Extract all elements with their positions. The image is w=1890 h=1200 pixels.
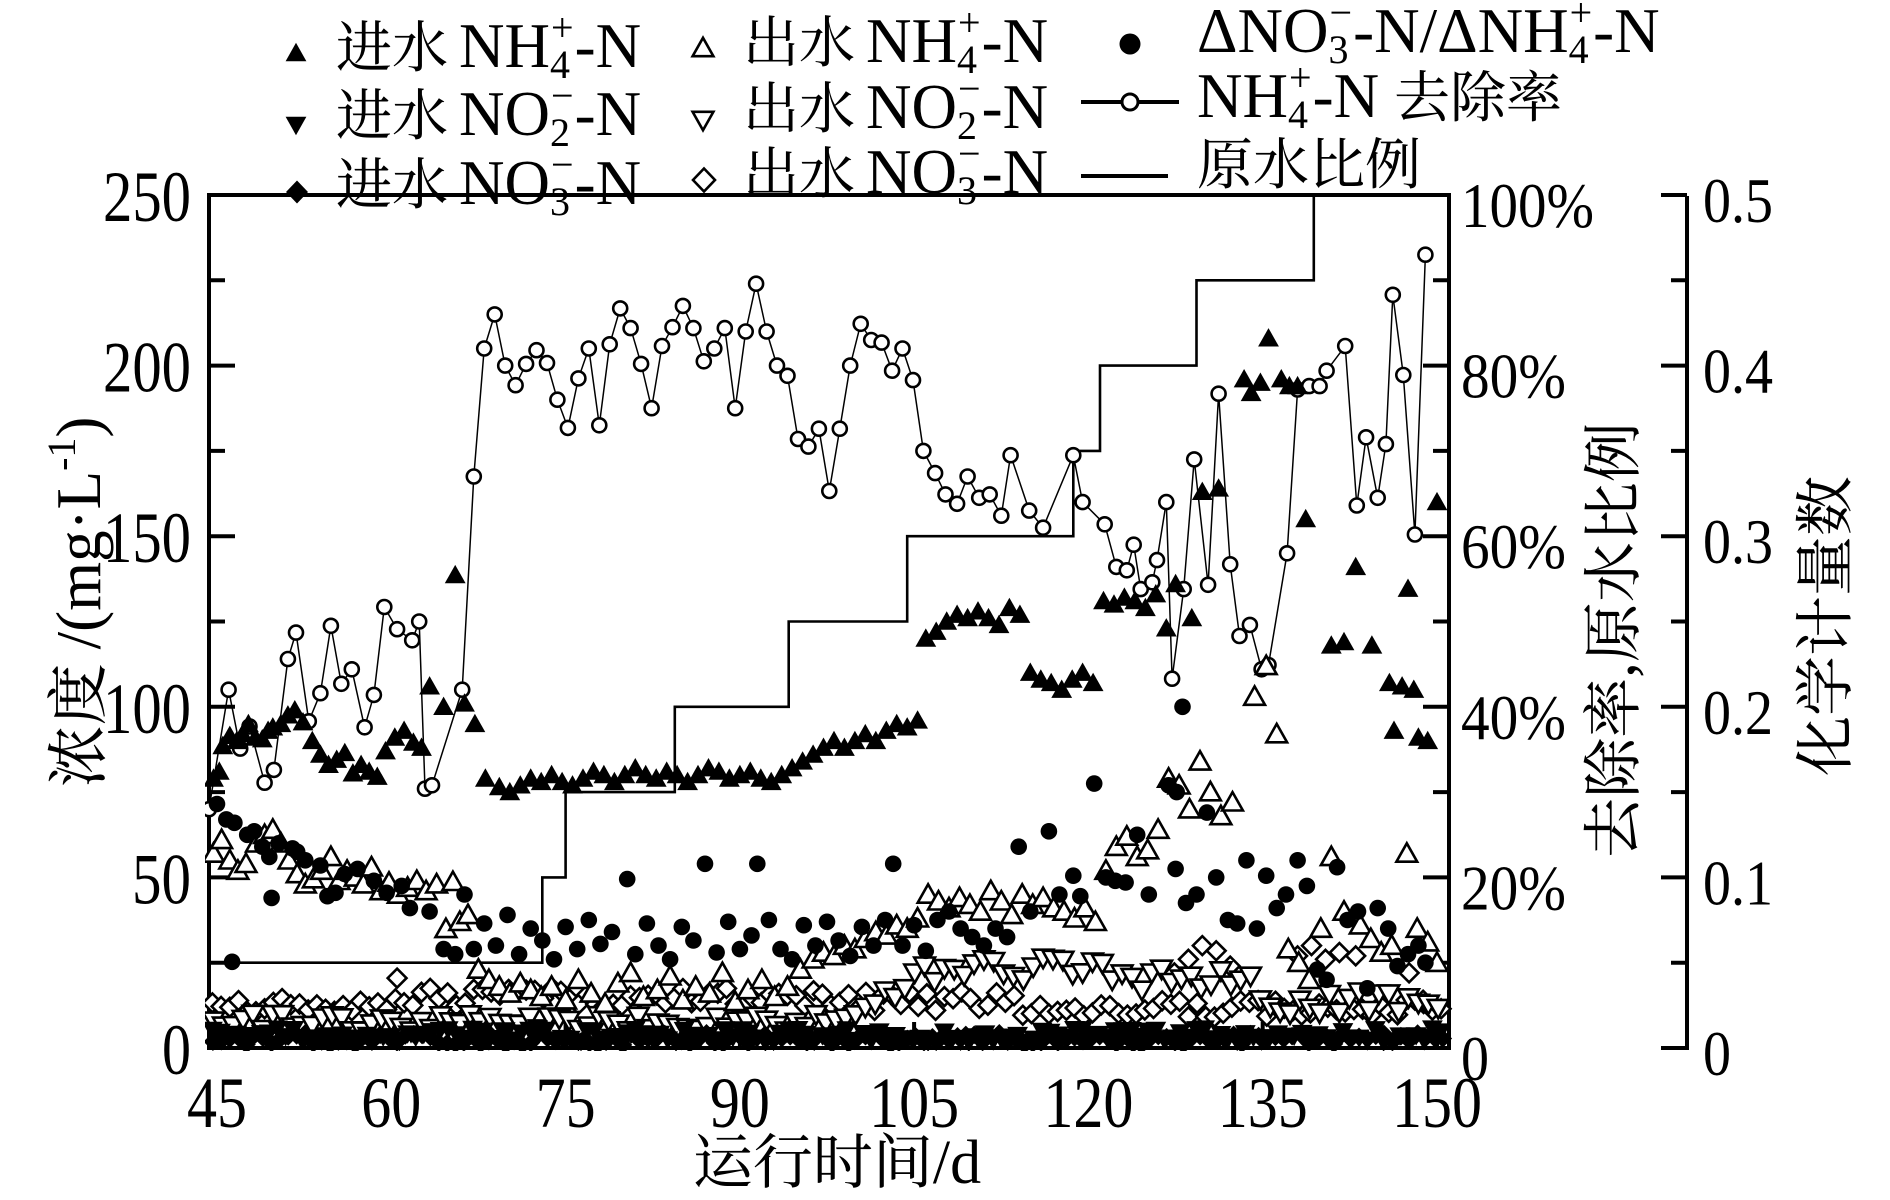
svg-text:100: 100 — [103, 669, 191, 749]
svg-text:200: 200 — [103, 328, 191, 408]
svg-text:3: 3 — [550, 179, 570, 224]
svg-text:-N: -N — [982, 137, 1048, 207]
svg-text:/(mg·L: /(mg·L — [44, 471, 114, 649]
svg-text:2: 2 — [550, 110, 570, 155]
svg-text:120: 120 — [1043, 1063, 1133, 1143]
svg-text:+: + — [958, 0, 981, 45]
svg-text:4: 4 — [957, 37, 977, 82]
svg-text:NH: NH — [1197, 61, 1288, 131]
svg-text:NO: NO — [866, 137, 957, 207]
svg-text:−: − — [1330, 0, 1353, 35]
svg-text:−: − — [958, 66, 981, 111]
svg-text:-N: -N — [575, 148, 641, 218]
svg-text:3: 3 — [1329, 27, 1349, 72]
svg-text:-N/ΔNH: -N/ΔNH — [1353, 0, 1569, 66]
svg-text:0.3: 0.3 — [1703, 506, 1773, 577]
svg-text:0.1: 0.1 — [1703, 847, 1773, 918]
svg-text:0.5: 0.5 — [1703, 165, 1773, 236]
svg-text:/d: /d — [933, 1129, 981, 1197]
svg-text:250: 250 — [103, 157, 191, 237]
svg-text:0: 0 — [162, 1010, 191, 1090]
svg-text:-N: -N — [982, 72, 1048, 142]
svg-text:-N: -N — [1313, 61, 1379, 131]
svg-text:): ) — [44, 417, 114, 438]
svg-text:0: 0 — [1461, 1023, 1489, 1094]
svg-text:40%: 40% — [1461, 682, 1566, 753]
svg-text:75: 75 — [536, 1063, 596, 1143]
svg-text:−: − — [551, 142, 574, 187]
svg-text:45: 45 — [187, 1063, 247, 1143]
svg-text:4: 4 — [550, 42, 570, 87]
svg-text:4: 4 — [1569, 27, 1589, 72]
svg-text:−: − — [551, 73, 574, 118]
svg-text:NH: NH — [866, 6, 957, 76]
svg-text:0.2: 0.2 — [1703, 677, 1773, 748]
svg-text:0: 0 — [1703, 1018, 1731, 1089]
svg-text:150: 150 — [103, 498, 191, 578]
svg-text:60: 60 — [361, 1063, 421, 1143]
svg-text:+: + — [1570, 0, 1593, 35]
svg-text:,: , — [1580, 662, 1648, 678]
svg-text:60%: 60% — [1461, 511, 1566, 582]
svg-text:3: 3 — [957, 168, 977, 213]
svg-text:150: 150 — [1392, 1063, 1482, 1143]
svg-text:-1: -1 — [39, 438, 84, 471]
svg-text:-N: -N — [1593, 0, 1659, 66]
svg-text:+: + — [551, 5, 574, 50]
svg-text:NH: NH — [459, 11, 550, 81]
svg-text:50: 50 — [132, 839, 191, 919]
svg-text:20%: 20% — [1461, 852, 1566, 923]
svg-text:100%: 100% — [1461, 170, 1594, 241]
svg-text:2: 2 — [957, 103, 977, 148]
svg-text:135: 135 — [1218, 1063, 1308, 1143]
svg-text:NO: NO — [459, 79, 550, 149]
svg-text:−: − — [958, 131, 981, 176]
svg-text:-N: -N — [982, 6, 1048, 76]
svg-text:NO: NO — [866, 72, 957, 142]
svg-text:90: 90 — [710, 1063, 770, 1143]
svg-text:+: + — [1289, 55, 1312, 100]
svg-text:4: 4 — [1288, 92, 1308, 137]
svg-text:-N: -N — [575, 11, 641, 81]
svg-text:ΔNO: ΔNO — [1197, 0, 1329, 66]
svg-text:-N: -N — [575, 79, 641, 149]
svg-text:80%: 80% — [1461, 341, 1566, 412]
svg-text:0.4: 0.4 — [1703, 336, 1773, 407]
svg-text:NO: NO — [459, 148, 550, 218]
svg-text:105: 105 — [869, 1063, 959, 1143]
